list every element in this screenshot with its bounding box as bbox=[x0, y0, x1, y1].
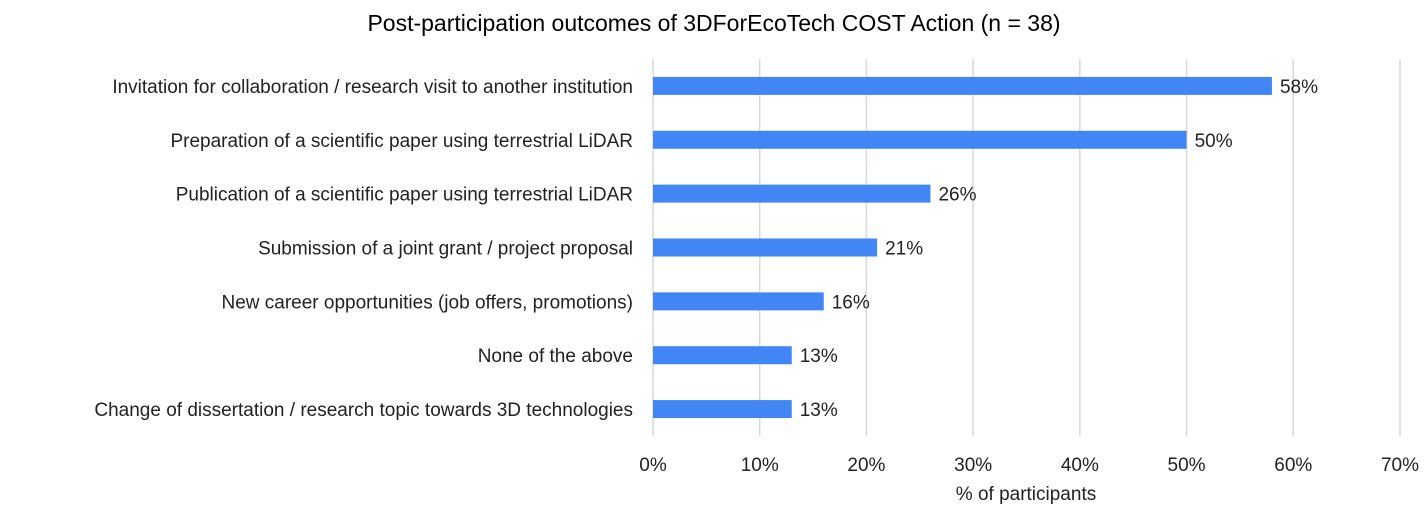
x-axis-title: % of participants bbox=[956, 484, 1096, 505]
data-label: 13% bbox=[800, 400, 838, 421]
bar bbox=[653, 238, 878, 257]
category-label: Preparation of a scientific paper using … bbox=[170, 131, 633, 152]
bar bbox=[653, 400, 792, 419]
category-label: Publication of a scientific paper using … bbox=[176, 185, 633, 206]
category-label: New career opportunities (job offers, pr… bbox=[221, 292, 633, 313]
category-label: Change of dissertation / research topic … bbox=[94, 400, 633, 421]
data-label: 13% bbox=[800, 346, 838, 367]
x-tick-label: 50% bbox=[1168, 455, 1206, 476]
x-tick-label: 30% bbox=[954, 455, 992, 476]
x-tick-labels: 0% 10% 20% 30% 40% 50% 60% 70% bbox=[639, 455, 1419, 476]
x-tick-label: 40% bbox=[1061, 455, 1099, 476]
bar bbox=[653, 130, 1187, 149]
category-labels: Invitation for collaboration / research … bbox=[94, 77, 633, 421]
bar bbox=[653, 76, 1272, 95]
data-label: 58% bbox=[1280, 77, 1318, 98]
category-label: None of the above bbox=[478, 346, 633, 367]
data-label: 50% bbox=[1195, 131, 1233, 152]
data-label: 21% bbox=[885, 239, 923, 260]
x-tick-label: 0% bbox=[639, 455, 667, 476]
bars: 58% 50% 26% 21% 16% 13% 13% bbox=[653, 76, 1318, 421]
data-label: 26% bbox=[938, 185, 976, 206]
chart-title: Post-participation outcomes of 3DForEcoT… bbox=[367, 10, 1060, 36]
x-tick-label: 20% bbox=[847, 455, 885, 476]
category-label: Submission of a joint grant / project pr… bbox=[258, 239, 633, 260]
category-label: Invitation for collaboration / research … bbox=[112, 77, 633, 98]
data-label: 16% bbox=[832, 292, 870, 313]
x-tick-label: 10% bbox=[741, 455, 779, 476]
x-tick-label: 60% bbox=[1274, 455, 1312, 476]
x-tick-label: 70% bbox=[1381, 455, 1419, 476]
bar bbox=[653, 184, 931, 203]
bar bbox=[653, 346, 792, 365]
bar bbox=[653, 292, 824, 311]
